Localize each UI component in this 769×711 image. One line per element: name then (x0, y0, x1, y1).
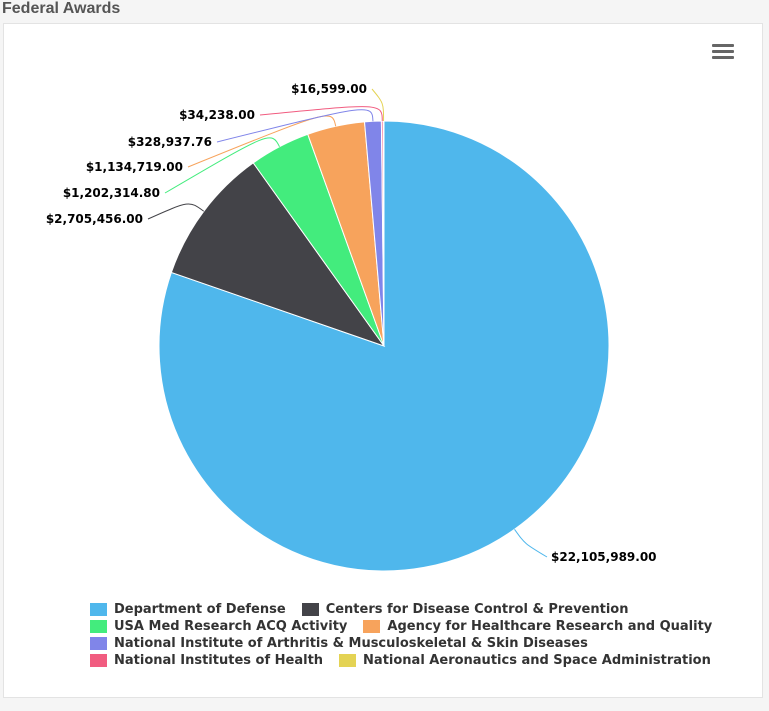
legend-row: National Institute of Arthritis & Muscul… (90, 635, 728, 652)
chart-legend: Department of Defense Centers for Disease… (90, 601, 728, 669)
label-connector (514, 528, 548, 558)
label-connector (371, 88, 385, 122)
legend-swatch-icon (301, 603, 319, 616)
hamburger-menu-icon (712, 44, 734, 59)
data-label: $1,134,719.00 (86, 160, 183, 174)
legend-swatch-icon (90, 620, 107, 633)
label-connector (164, 137, 280, 194)
legend-item[interactable]: National Aeronautics and Space Administr… (339, 653, 711, 668)
chart-context-menu-button[interactable] (712, 44, 734, 62)
legend-swatch-icon (90, 654, 107, 667)
data-label: $1,202,314.80 (63, 186, 160, 200)
legend-item[interactable]: Department of Defense (90, 602, 286, 617)
legend-label: National Institutes of Health (114, 653, 324, 668)
data-label: $16,599.00 (291, 82, 367, 96)
label-connector (147, 203, 205, 220)
legend-item[interactable]: National Institutes of Health (90, 653, 323, 668)
data-label: $2,705,456.00 (46, 212, 143, 226)
data-label: $22,105,989.00 (551, 550, 657, 564)
label-connector (216, 109, 374, 143)
legend-row: National Institutes of Health National Ae… (90, 652, 728, 669)
pie-slice[interactable] (158, 120, 610, 572)
page-title: Federal Awards (2, 0, 121, 17)
legend-swatch-icon (363, 620, 381, 633)
legend-item[interactable]: National Institute of Arthritis & Muscul… (90, 636, 588, 651)
legend-label: USA Med Research ACQ Activity (114, 619, 348, 634)
legend-label: Centers for Disease Control & Prevention (325, 602, 629, 617)
legend-item[interactable]: Centers for Disease Control & Prevention (301, 602, 629, 617)
legend-label: National Aeronautics and Space Administr… (363, 653, 711, 668)
legend-label: National Institute of Arthritis & Muscul… (114, 636, 588, 651)
pie-slices (158, 120, 610, 572)
legend-item[interactable]: USA Med Research ACQ Activity (90, 619, 347, 634)
data-labels: $22,105,989.00 $2,705,456.00 $1,202,314.80… (46, 82, 657, 564)
label-connector (259, 106, 383, 122)
legend-item[interactable]: Agency for Healthcare Research and Quali… (363, 619, 712, 634)
data-label: $34,238.00 (179, 108, 255, 122)
legend-label: Department of Defense (114, 602, 286, 617)
legend-row: USA Med Research ACQ Activity Agency for … (90, 618, 728, 635)
pie-slice[interactable] (382, 120, 385, 347)
legend-swatch-icon (90, 637, 107, 650)
legend-row: Department of Defense Centers for Disease… (90, 601, 728, 618)
data-label: $328,937.76 (128, 135, 212, 149)
label-connectors (147, 88, 548, 558)
legend-swatch-icon (90, 603, 107, 616)
legend-swatch-icon (339, 654, 357, 667)
legend-label: Agency for Healthcare Research and Quali… (387, 619, 713, 634)
